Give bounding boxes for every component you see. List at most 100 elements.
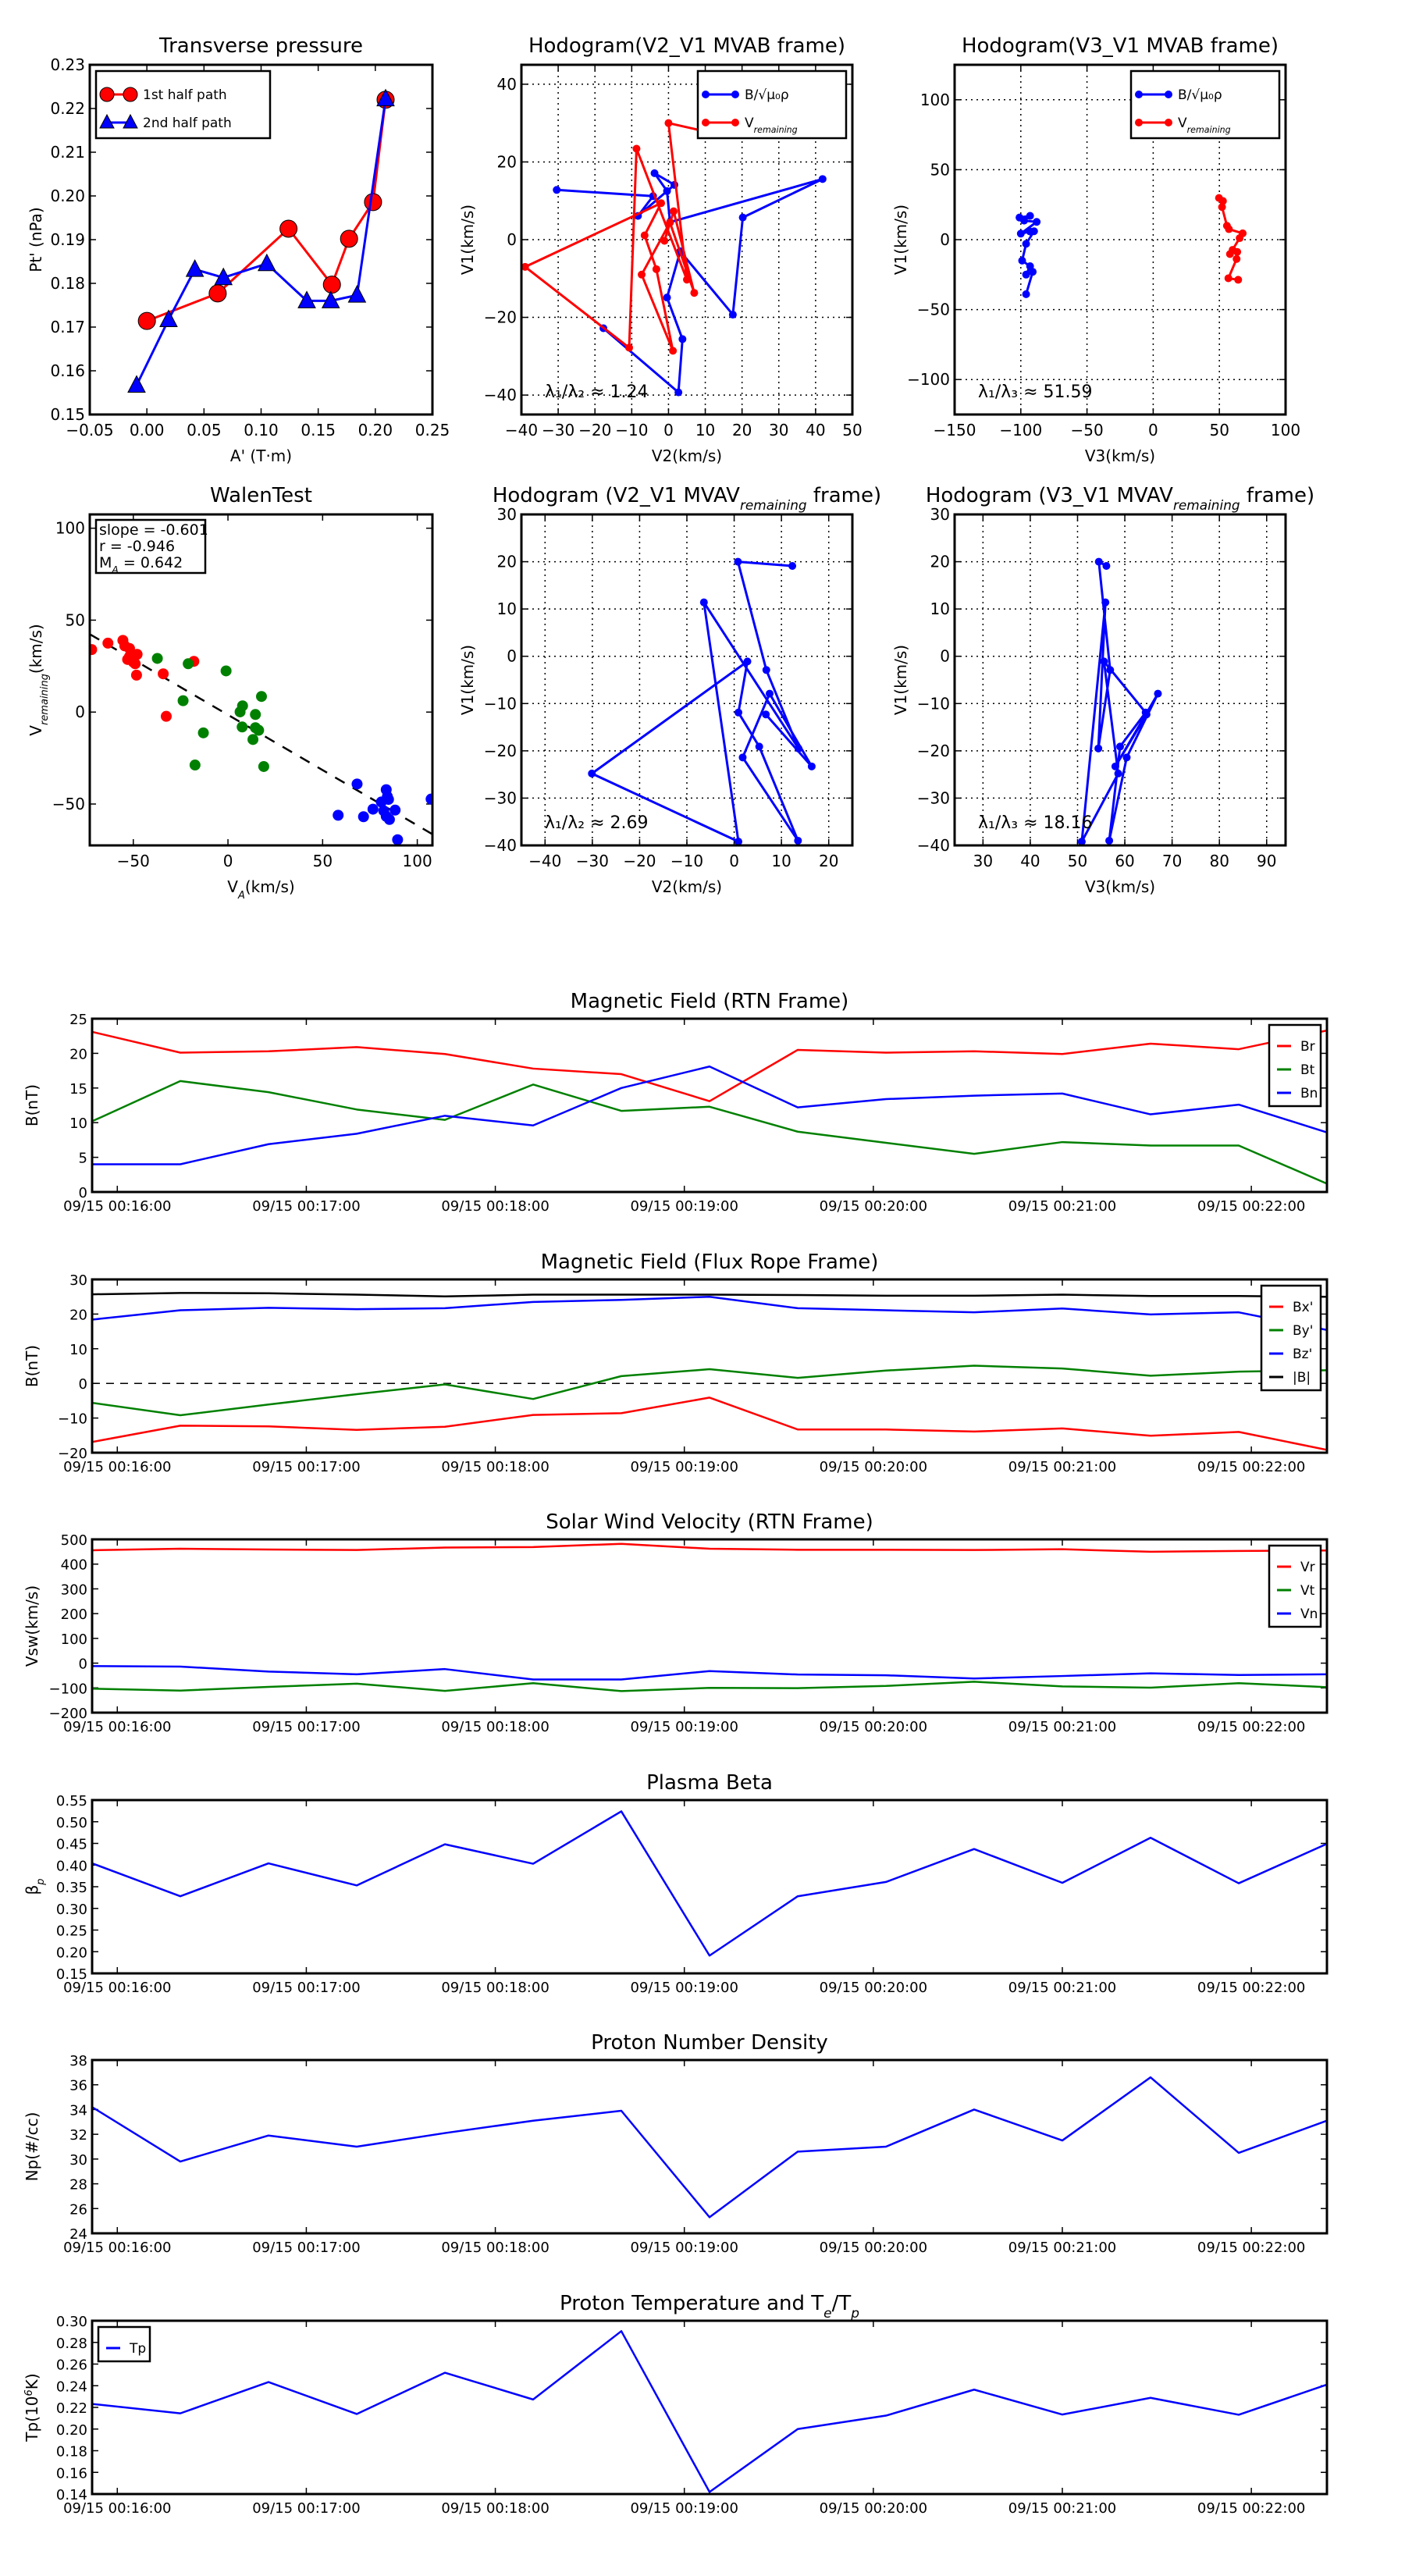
legend-label: Bn bbox=[1300, 1086, 1318, 1101]
series-line bbox=[92, 1066, 1327, 1165]
data-point bbox=[1094, 744, 1103, 753]
legend-label-part: Bx' bbox=[1293, 1300, 1313, 1315]
x-tick-label-part: 0 bbox=[729, 852, 739, 870]
chart-title-part: Transverse pressure bbox=[158, 34, 363, 58]
series-line bbox=[92, 1542, 1327, 1553]
x-tick-label: 40 bbox=[1020, 852, 1040, 870]
y-axis-label-part: Np(#/cc) bbox=[23, 2112, 41, 2182]
data-point bbox=[130, 669, 142, 681]
x-tick-label: 20 bbox=[732, 421, 752, 439]
data-point bbox=[367, 803, 379, 815]
x-axis-label: V2(km/s) bbox=[652, 447, 722, 465]
y-tick-label-part: 0.23 bbox=[50, 55, 85, 74]
y-tick-label: 10 bbox=[930, 600, 950, 618]
x-tick-label: 09/15 00:20:00 bbox=[820, 1719, 927, 1735]
data-point bbox=[663, 187, 671, 195]
y-axis-label-part: K) bbox=[23, 2373, 41, 2389]
legend: 1st half path 2nd half path bbox=[94, 69, 272, 140]
data-point bbox=[652, 265, 660, 273]
y-axis-label-part: Vsw(km/s) bbox=[23, 1585, 41, 1667]
y-axis-label-part: V1(km/s) bbox=[458, 645, 477, 715]
x-tick-label: 0 bbox=[663, 421, 674, 439]
y-tick-label: 28 bbox=[69, 2177, 87, 2194]
legend-label-part: |B| bbox=[1293, 1370, 1311, 1386]
y-axis-label: V1(km/s) bbox=[458, 645, 477, 715]
x-tick-label: 09/15 00:17:00 bbox=[252, 2500, 360, 2517]
x-tick-label: 09/15 00:19:00 bbox=[630, 1198, 738, 1215]
data-point bbox=[131, 649, 143, 660]
legend-label-part: Bz' bbox=[1293, 1347, 1312, 1362]
plot-area bbox=[92, 2330, 1327, 2493]
data-point bbox=[321, 290, 340, 308]
chart-title: Hodogram (V3_V1 MVAVremaining frame) bbox=[926, 484, 1314, 513]
x-tick-label-part: −50 bbox=[1070, 421, 1103, 439]
y-tick-label-part: 0 bbox=[79, 1376, 87, 1393]
plot-area bbox=[1016, 194, 1247, 298]
x-tick-label: 09/15 00:22:00 bbox=[1197, 2500, 1305, 2517]
x-tick-label: 09/15 00:22:00 bbox=[1197, 1980, 1305, 1996]
y-tick-label-part: −100 bbox=[49, 1681, 87, 1697]
x-tick-label-part: 09/15 00:21:00 bbox=[1008, 1198, 1116, 1215]
x-tick-label: 09/15 00:21:00 bbox=[1008, 1980, 1116, 1996]
x-tick-label-part: 0.10 bbox=[244, 421, 279, 439]
y-tick-label-part: 300 bbox=[61, 1582, 87, 1598]
x-tick-label: 40 bbox=[806, 421, 825, 439]
y-tick-label: 0.17 bbox=[50, 318, 85, 336]
y-tick-label-part: 0.20 bbox=[56, 2422, 87, 2439]
legend-label-part: Br bbox=[1300, 1039, 1315, 1055]
walen-stat-part: M bbox=[99, 554, 112, 571]
chart-title-subscript: remaining bbox=[740, 497, 807, 513]
x-tick-label-part: 10 bbox=[771, 852, 791, 870]
x-tick-label-part: 50 bbox=[313, 852, 333, 870]
series-V bbox=[1077, 557, 1162, 845]
proton-number-density-panel: 09/15 00:16:00 09/15 00:17:00 09/15 00:18:… bbox=[23, 2031, 1329, 2256]
x-tick-label: 09/15 00:19:00 bbox=[630, 1980, 738, 1996]
y-tick-label-part: 200 bbox=[61, 1606, 87, 1623]
data-point bbox=[1234, 276, 1243, 284]
plot-area bbox=[92, 1029, 1327, 1185]
data-point bbox=[1224, 274, 1232, 283]
x-tick-label: −40 bbox=[528, 852, 561, 870]
data-point bbox=[183, 658, 194, 670]
x-tick-label-part: −30 bbox=[542, 421, 574, 439]
legend-entry: Vr bbox=[1277, 1560, 1315, 1575]
data-point bbox=[214, 267, 233, 286]
data-point bbox=[728, 311, 737, 319]
data-point bbox=[197, 727, 209, 738]
x-tick-label-part: 09/15 00:19:00 bbox=[630, 1980, 738, 1996]
x-tick-label-part: −10 bbox=[670, 852, 703, 870]
data-point bbox=[1116, 742, 1124, 751]
y-tick-label: 0.20 bbox=[56, 1944, 87, 1961]
walen-stat-subscript: A bbox=[111, 564, 118, 575]
x-tick-label-part: 50 bbox=[842, 421, 862, 439]
series-Np bbox=[92, 2076, 1327, 2218]
x-axis-label-part: (km/s) bbox=[245, 877, 295, 896]
data-point bbox=[253, 724, 265, 736]
data-point bbox=[521, 262, 529, 271]
eigenvalue-ratio-part: λ₁/λ₃ ≈ 18.16 bbox=[978, 813, 1093, 833]
legend-marker bbox=[123, 113, 138, 129]
x-tick-label: 09/15 00:21:00 bbox=[1008, 1719, 1116, 1735]
legend-marker bbox=[99, 87, 115, 102]
x-tick-label-part: 09/15 00:20:00 bbox=[820, 1459, 927, 1475]
y-tick-label-part: 20 bbox=[497, 152, 517, 171]
data-point bbox=[1111, 762, 1119, 770]
x-tick-label: −10 bbox=[670, 852, 703, 870]
y-tick-label: 100 bbox=[61, 1631, 87, 1648]
series-line bbox=[92, 1029, 1327, 1102]
y-tick-label-part: 0.45 bbox=[56, 1837, 87, 1853]
x-tick-label: 09/15 00:20:00 bbox=[820, 1198, 927, 1215]
y-tick-label-part: 0.16 bbox=[56, 2465, 87, 2482]
chart-title-part: Hodogram (V2_V1 MVAV bbox=[493, 484, 740, 507]
legend-label-part: B/√μ₀ρ bbox=[745, 87, 789, 103]
x-tick-label-part: 60 bbox=[1115, 852, 1134, 870]
plot-frame bbox=[520, 63, 854, 416]
x-axis-label-part: A' (T·m) bbox=[230, 447, 292, 465]
x-tick-label: 50 bbox=[1209, 421, 1229, 439]
legend-label: Vt bbox=[1300, 1583, 1315, 1599]
series-beta bbox=[92, 1810, 1327, 1957]
data-point bbox=[1022, 290, 1030, 298]
x-tick-label-part: 0 bbox=[1148, 421, 1158, 439]
y-tick-label-part: 0.55 bbox=[56, 1793, 87, 1809]
data-point bbox=[674, 388, 683, 397]
